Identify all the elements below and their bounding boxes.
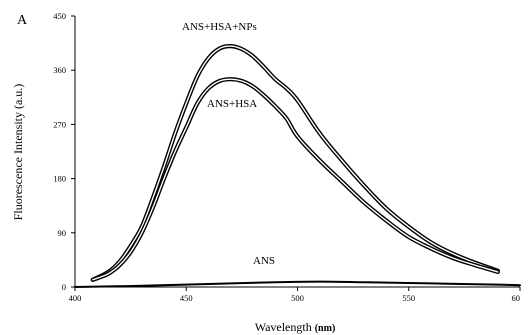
panel-label: A — [17, 13, 28, 28]
x-tick-label: 450 — [180, 293, 193, 303]
series-line-2 — [74, 280, 521, 288]
x-tick-label: 500 — [291, 293, 304, 303]
series-label-ans-hsa: ANS+HSA — [207, 98, 257, 110]
x-axis-title: Wavelength (nm) — [255, 320, 336, 334]
x-tick-label: 400 — [69, 293, 82, 303]
x-axis-ticks: 400 450 500 550 60 — [69, 287, 521, 303]
y-tick-label: 90 — [58, 228, 67, 238]
y-tick-label: 450 — [53, 11, 66, 21]
series-line-1-core — [92, 78, 499, 281]
x-tick-label: 60 — [512, 293, 521, 303]
y-tick-label: 180 — [53, 174, 66, 184]
y-axis-ticks: 0 90 180 270 360 450 — [53, 11, 75, 292]
series-label-ans: ANS — [253, 255, 275, 267]
y-tick-label: 360 — [53, 65, 66, 75]
plot-curves — [74, 43, 521, 288]
y-tick-label: 0 — [62, 282, 66, 292]
series-label-ans-hsa-nps: ANS+HSA+NPs — [182, 21, 257, 33]
x-axis-title-text: Wavelength — [255, 320, 312, 334]
x-axis-unit: (nm) — [315, 323, 336, 334]
series-line-0-outline — [90, 43, 500, 282]
series-line-0-core — [92, 45, 499, 281]
series-line-1-outline — [90, 77, 500, 282]
x-tick-label: 550 — [402, 293, 415, 303]
y-axis-title: Fluorescence Intensity (a.u.) — [11, 84, 25, 221]
y-tick-label: 270 — [53, 119, 66, 129]
